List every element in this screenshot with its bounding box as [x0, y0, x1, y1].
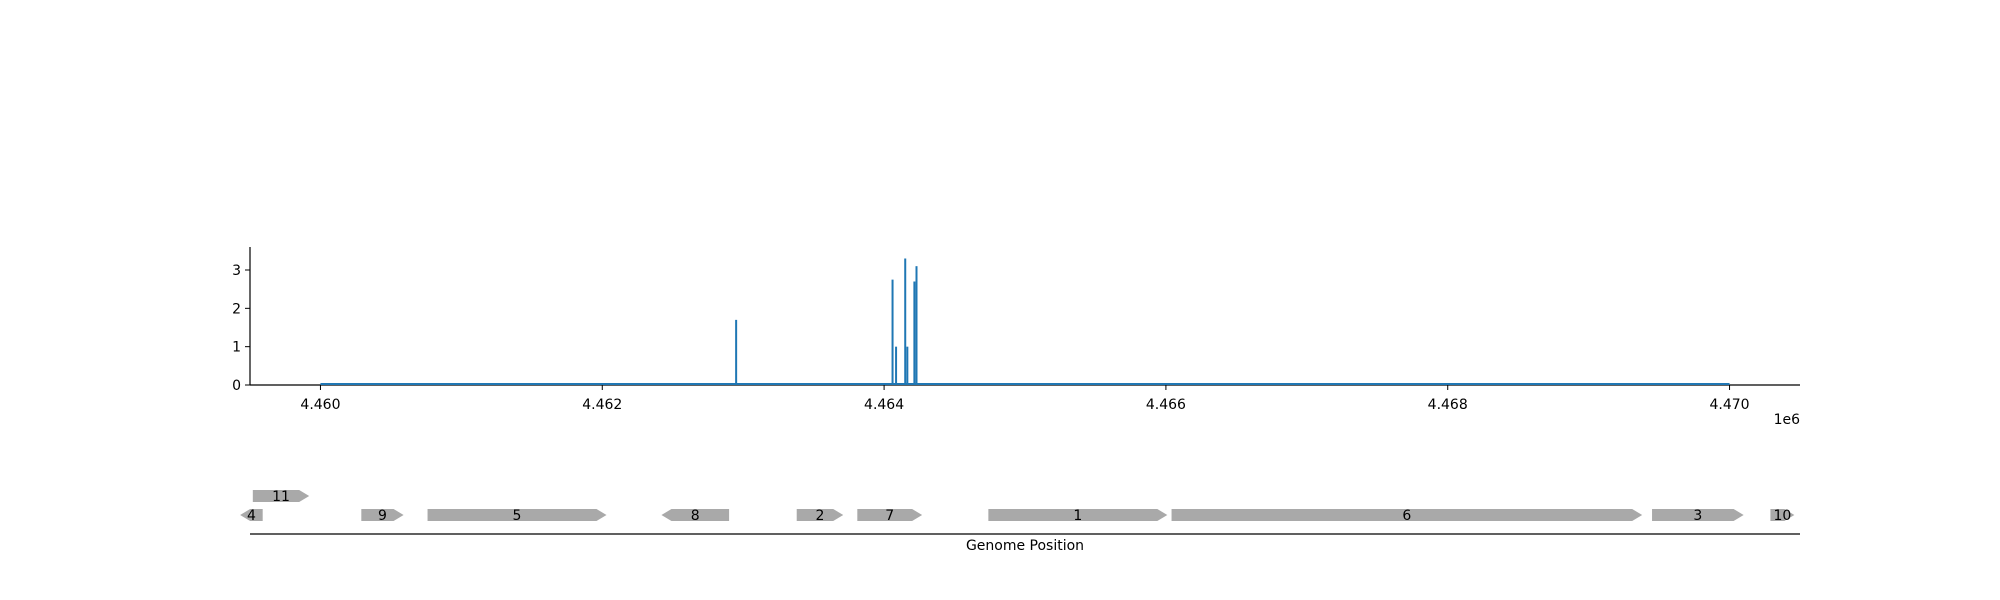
gene-label: 3: [1693, 508, 1702, 524]
gene-label: 5: [513, 508, 522, 524]
gene-label: 10: [1773, 508, 1791, 524]
gene-label: 11: [272, 489, 290, 505]
y-tick-label: 3: [232, 263, 241, 279]
x-tick-label: 4.468: [1428, 397, 1468, 413]
gene-label: 7: [885, 508, 894, 524]
x-tick-label: 4.466: [1146, 397, 1186, 413]
gene-arrow: [427, 509, 607, 521]
y-tick-label: 1: [232, 340, 241, 356]
gene-track-panel: Genome Position 11 4 9 5 8 2 7 1 6 3 10: [240, 489, 1800, 554]
x-tick-label: 4.462: [582, 397, 622, 413]
gene-arrow: [361, 509, 404, 521]
gene-arrow: [252, 490, 310, 502]
gene-arrow: [796, 509, 844, 521]
gene-arrow: [1171, 509, 1643, 521]
gene-arrow: [661, 509, 730, 521]
gene-arrow: [857, 509, 923, 521]
gene-label: 4: [247, 508, 256, 524]
gene-arrow: [1770, 509, 1795, 521]
gene-label: 1: [1073, 508, 1082, 524]
gene-arrow: [240, 509, 263, 521]
y-tick-label: 0: [232, 378, 241, 394]
x-tick-label: 4.460: [300, 397, 340, 413]
x-axis-label: Genome Position: [966, 538, 1084, 554]
y-tick-label: 2: [232, 301, 241, 317]
gene-label: 2: [816, 508, 825, 524]
gene-arrow: [1652, 509, 1744, 521]
gene-label: 8: [691, 508, 700, 524]
gene-label: 9: [378, 508, 387, 524]
coverage-panel: 0 1 2 3 4.460 4.462 4.464 4.466 4.468 4.470 1e6: [232, 247, 1800, 428]
x-offset-label: 1e6: [1774, 412, 1801, 428]
x-tick-label: 4.464: [864, 397, 904, 413]
gene-label: 6: [1402, 508, 1411, 524]
x-tick-label: 4.470: [1709, 397, 1749, 413]
gene-arrow: [988, 509, 1168, 521]
